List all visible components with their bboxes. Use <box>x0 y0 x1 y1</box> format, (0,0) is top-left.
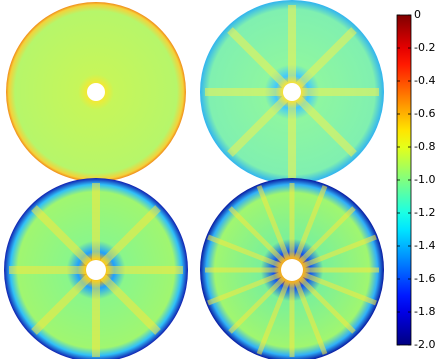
colorbar-tick-label: -1.8 <box>414 305 435 318</box>
colorbar-tick-label: 0 <box>414 8 421 21</box>
colorbar-tick-label: -1.4 <box>414 239 435 252</box>
colorbar-tick-label: -2.0 <box>414 338 435 351</box>
disk-plots <box>4 0 384 359</box>
colorbar-tick-label: -0.8 <box>414 140 435 153</box>
hole <box>87 83 105 101</box>
colorbar-tick-label: -1.2 <box>414 206 435 219</box>
colorbar-tick-label: -1.0 <box>414 173 435 186</box>
colorbar-tick-label: -1.6 <box>414 272 435 285</box>
colorbar-tick-label: -0.6 <box>414 107 435 120</box>
hole <box>281 259 303 281</box>
hole <box>283 83 301 101</box>
colorbar-tick-label: -0.2 <box>414 41 435 54</box>
colorbar-tick-label: -0.4 <box>414 74 435 87</box>
hole <box>86 260 106 280</box>
